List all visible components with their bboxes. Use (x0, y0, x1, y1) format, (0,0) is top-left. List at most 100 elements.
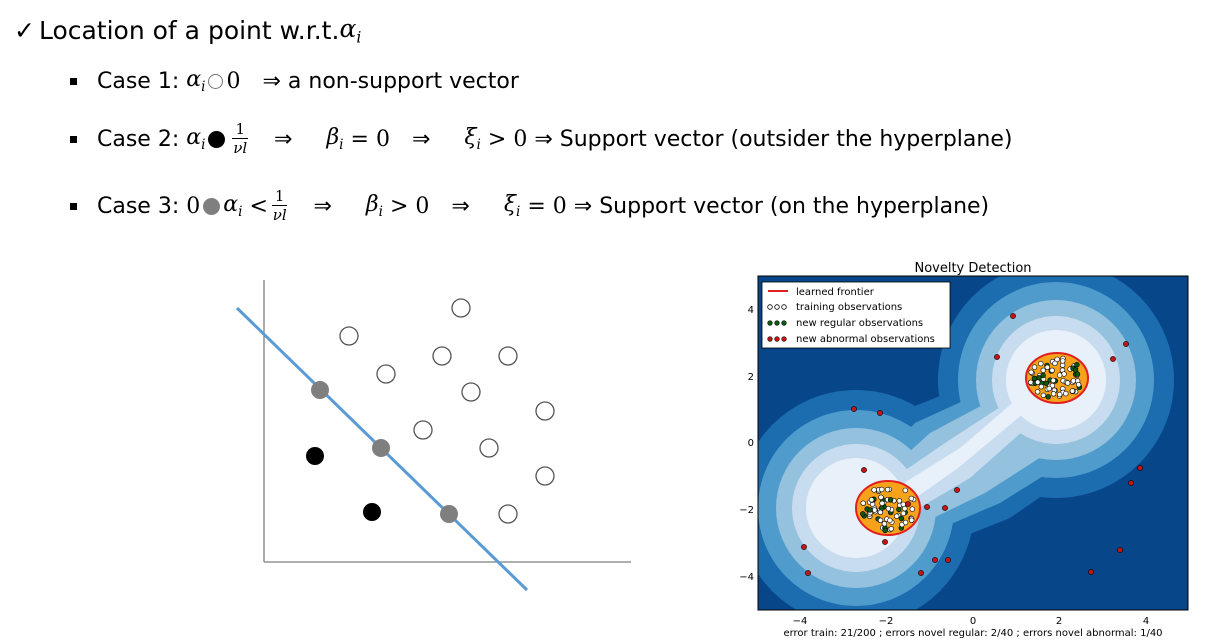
slide-heading: ✓ Location of a point w.r.t. αi (14, 12, 361, 48)
training-observation-point (1028, 369, 1034, 375)
training-observation-point (1050, 377, 1056, 384)
abnormal-observation-point (882, 539, 888, 545)
training-observation-point (902, 505, 908, 512)
case-2-label: Case 2: (97, 126, 180, 152)
x-tick-label: −2 (879, 616, 894, 627)
abnormal-observation-point (851, 406, 857, 412)
training-observation-point (902, 487, 909, 494)
abnormal-observation-point (945, 557, 951, 563)
training-observation-point (1063, 390, 1069, 397)
abnormal-observation-point (994, 354, 1000, 360)
legend-label: learned frontier (796, 287, 875, 298)
plot-legend: learned frontier training observations n… (761, 281, 951, 349)
regular-observation-point (896, 506, 902, 513)
regular-observation-point (882, 527, 888, 534)
abnormal-observation-point (932, 557, 938, 563)
training-observation-point (1031, 364, 1038, 370)
abnormal-observation-point (954, 487, 960, 493)
svm-hyperplane-diagram (235, 280, 631, 592)
regular-observation-point (887, 497, 894, 503)
case-3-lt: < (249, 193, 268, 219)
checkmark-icon: ✓ (14, 15, 35, 45)
black-circle-icon (208, 130, 226, 148)
legend-label: new abnormal observations (796, 334, 935, 345)
abnormal-observation-point (924, 504, 930, 510)
case-3-result: ⇒ Support vector (on the hyperplane) (573, 193, 990, 219)
case-3-zero: 0 (186, 193, 201, 219)
legend-box (761, 281, 951, 349)
legend-label: new regular observations (796, 318, 923, 329)
case-1-label: Case 1: (97, 68, 180, 94)
y-tick-label: 2 (748, 372, 754, 383)
abnormal-observation-point (905, 501, 911, 507)
outlier-points (306, 447, 381, 521)
training-observation-point (879, 500, 885, 507)
regular-observation-point (860, 511, 866, 517)
x-tick-label: 4 (1143, 616, 1149, 627)
training-observation-point (1069, 388, 1076, 394)
case-3-alpha: αi (223, 192, 243, 220)
training-observation-point (879, 486, 885, 493)
open-point (339, 326, 359, 346)
case-2-result: ⇒ Support vector (outsider the hyperplan… (534, 126, 1013, 152)
training-observation-point (881, 521, 888, 527)
training-observation-point (888, 526, 894, 532)
x-tick-label: −4 (793, 616, 808, 627)
case-2-xi: ξi (464, 125, 481, 153)
case-1-implies: ⇒ (262, 68, 281, 94)
support-vectors-on-hyperplane (311, 381, 458, 523)
open-point (535, 466, 555, 486)
gray-point (440, 505, 458, 523)
training-observation-point (1038, 360, 1044, 367)
abnormal-observation-point (1123, 341, 1129, 347)
case-3-beta-rel: > 0 (389, 193, 430, 219)
abnormal-observation-point (877, 410, 883, 416)
x-tick-label: 2 (1056, 616, 1062, 627)
training-observation-point (1035, 379, 1041, 385)
novelty-detection-plot: Novelty Detection 4 2 0 (739, 261, 1189, 638)
open-point (451, 298, 471, 318)
case-2-row: Case 2: αi 1 νl ⇒ βi = 0 ⇒ ξi > 0 ⇒ Suppo… (70, 119, 1012, 159)
training-observation-point (894, 513, 900, 519)
training-observation-point (878, 494, 884, 501)
open-point (498, 346, 518, 366)
heading-text: Location of a point w.r.t. (38, 15, 340, 45)
open-point (413, 420, 433, 440)
training-observation-point (1057, 391, 1063, 398)
x-axis-ticks: −4 −2 0 2 4 (793, 616, 1150, 627)
abnormal-observation-point (1117, 547, 1123, 553)
training-observation-point (868, 497, 875, 503)
y-tick-label: −4 (739, 572, 754, 583)
case-3-xi-rel: = 0 (527, 193, 567, 219)
training-observation-point (1049, 367, 1055, 374)
training-observation-point (1028, 379, 1034, 386)
regular-observation-point (898, 515, 905, 522)
training-observation-point (1034, 389, 1041, 395)
y-tick-label: 0 (748, 438, 754, 449)
training-observation-point (909, 506, 916, 512)
training-observation-point (902, 519, 909, 526)
case-3-fraction: 1 νl (271, 187, 288, 224)
training-observation-point (1050, 391, 1057, 397)
training-observation-point (1040, 367, 1046, 374)
training-observation-point (908, 517, 915, 523)
case-1-alpha: αi (186, 67, 206, 95)
black-point (363, 503, 381, 521)
training-observation-point (1064, 380, 1071, 386)
case-3-implies-2: ⇒ (451, 193, 470, 219)
training-observation-point (1061, 371, 1067, 377)
case-1-result: a non-support vector (287, 68, 519, 94)
case-1-row: Case 1: αi 0 ⇒ a non-support vector (70, 61, 519, 101)
training-observation-point (1038, 383, 1044, 390)
training-observation-point (900, 510, 907, 517)
abnormal-observation-point (805, 570, 811, 576)
case-2-implies-1: ⇒ (274, 126, 293, 152)
gray-point (311, 381, 329, 399)
case-3-beta: βi (365, 192, 383, 220)
gray-circle-icon (203, 197, 221, 215)
plot-caption: error train: 21/200 ; errors novel regul… (783, 628, 1162, 638)
case-2-xi-rel: > 0 (487, 126, 528, 152)
training-observation-point (877, 509, 884, 516)
plot-frame (757, 275, 1189, 611)
regular-observation-point (1074, 361, 1080, 368)
